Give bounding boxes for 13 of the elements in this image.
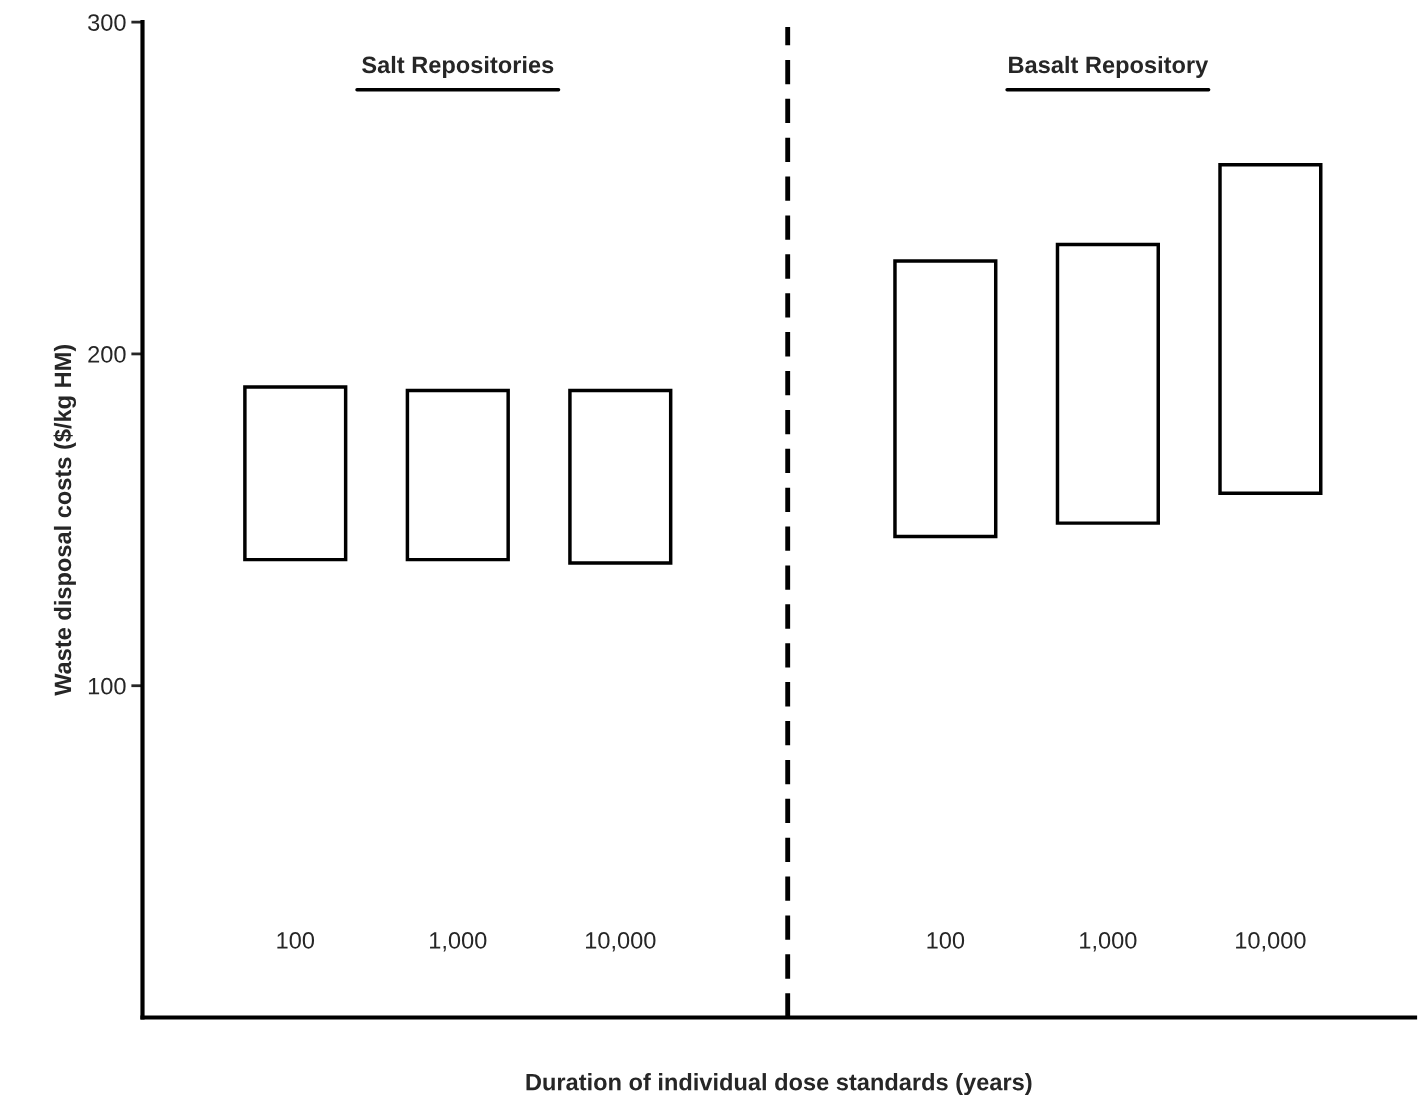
x-tick-label: 10,000: [1236, 932, 1306, 952]
x-tick-label: 100: [277, 932, 315, 949]
y-tick-label: 100: [88, 677, 126, 695]
x-tick-label: 100: [927, 932, 965, 949]
x-tick-label: 1,000: [430, 932, 487, 952]
x-tick-label: 1,000: [1080, 932, 1137, 952]
x-tick-label: 10,000: [586, 932, 656, 952]
x-axis-title: Duration of individual dose standards (years): [526, 1073, 1032, 1096]
annotation: Basalt Repository: [1009, 55, 1209, 78]
y-tick-label: 300: [88, 14, 126, 31]
y-tick-label: 200: [88, 345, 126, 363]
annotation: Salt Repositories: [362, 55, 554, 78]
y-axis-title: Waste disposal costs ($/kg HM): [53, 344, 77, 696]
